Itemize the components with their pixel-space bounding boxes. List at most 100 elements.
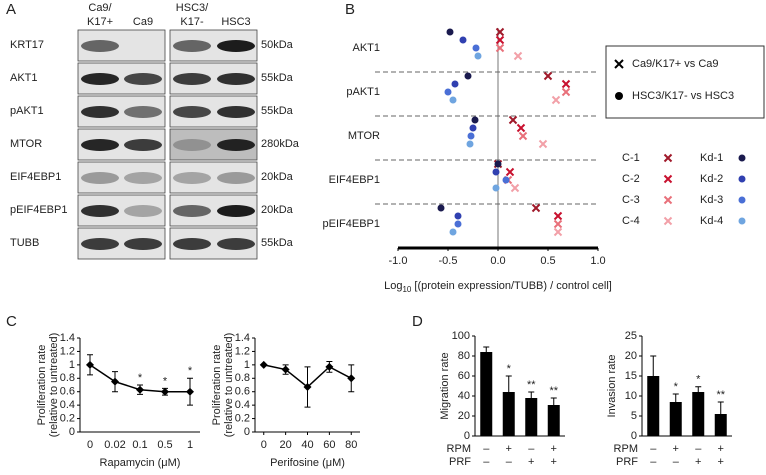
y-tick-label: 1.4	[235, 332, 250, 344]
panel-label: B	[345, 1, 355, 18]
treatment-mark: –	[483, 443, 490, 455]
treatment-label: PRF	[449, 456, 471, 468]
legend-circle	[615, 92, 623, 100]
marker-x	[516, 123, 526, 133]
marker-x	[505, 167, 515, 177]
band	[217, 139, 255, 151]
treatment-mark: –	[650, 456, 657, 468]
category-label: MTOR	[348, 130, 380, 142]
lane-header: Ca9/	[88, 2, 112, 14]
marker-dot	[492, 184, 500, 192]
y-tick-label: 1.2	[235, 345, 250, 357]
point	[186, 387, 194, 396]
band	[81, 238, 119, 250]
treatment-label: PRF	[616, 456, 638, 468]
band	[217, 73, 255, 85]
point	[303, 383, 312, 392]
y-tick-label: 80	[458, 350, 470, 362]
y-tick-label: 0	[69, 426, 75, 438]
y-tick-label: 5	[631, 410, 637, 422]
category-label: pAKT1	[346, 86, 380, 98]
protein-label: AKT1	[10, 72, 38, 84]
marker-dot	[449, 96, 457, 104]
y-tick-label: 10	[625, 390, 637, 402]
x-tick-label: 0.5	[540, 255, 555, 267]
x-tick-label: 60	[323, 439, 335, 451]
error-bar	[650, 355, 657, 376]
legend-label: Ca9/K17+ vs Ca9	[632, 58, 719, 70]
size-label: 280kDa	[261, 138, 300, 150]
marker-x	[531, 203, 541, 213]
marker-x	[663, 216, 673, 226]
marker-dot	[444, 88, 452, 96]
x-tick-label: 80	[345, 439, 357, 451]
treatment-mark: +	[506, 443, 512, 455]
x-tick-label: 0	[261, 439, 267, 451]
band	[81, 205, 119, 217]
point	[259, 360, 268, 369]
band	[124, 172, 162, 184]
legend-dot	[738, 175, 746, 183]
legend-label: C-2	[622, 173, 640, 185]
marker-dot	[449, 228, 457, 236]
x-tick-label: 0.0	[490, 255, 505, 267]
x-axis-label: Rapamycin (μM)	[100, 457, 181, 469]
band	[173, 205, 211, 217]
band	[124, 106, 162, 118]
band	[173, 106, 211, 118]
treatment-mark: –	[673, 456, 680, 468]
protein-label: KRT17	[10, 39, 44, 51]
treatment-mark: –	[483, 456, 490, 468]
marker-x	[508, 115, 518, 125]
band	[81, 172, 119, 184]
protein-label: pAKT1	[10, 105, 44, 117]
error-bar	[695, 386, 702, 392]
marker-x	[553, 211, 563, 221]
y-axis-label: Proliferation rate	[36, 345, 48, 426]
x-tick-label: 0.02	[104, 439, 125, 451]
marker-x	[551, 95, 561, 105]
y-tick-label: 0.6	[60, 386, 75, 398]
band	[217, 172, 255, 184]
significance: *	[696, 374, 701, 386]
y-tick-label: 25	[625, 330, 637, 342]
treatment-mark: +	[718, 456, 724, 468]
y-tick-label: 0.2	[235, 412, 250, 424]
legend-label: Kd-1	[700, 152, 723, 164]
point	[347, 374, 356, 383]
y-tick-label: 0.6	[235, 386, 250, 398]
x-axis-label: Perifosine (μM)	[270, 457, 345, 469]
treatment-mark: –	[506, 456, 513, 468]
treatment-mark: –	[528, 443, 535, 455]
band	[173, 139, 211, 151]
protein-label: TUBB	[10, 237, 39, 249]
y-tick-label: 20	[625, 350, 637, 362]
marker-dot	[494, 160, 502, 168]
bar	[714, 414, 727, 436]
y-axis-label: Proliferation rate	[211, 345, 223, 426]
legend-label: Kd-3	[700, 194, 723, 206]
y-tick-label: 1	[69, 359, 75, 371]
x-label-part: [(protein expression/TUBB) / control cel…	[414, 280, 611, 292]
y-tick-label: 1.2	[60, 345, 75, 357]
protein-label: MTOR	[10, 138, 42, 150]
treatment-mark: +	[673, 443, 679, 455]
band	[124, 73, 162, 85]
significance: *	[507, 363, 512, 375]
lane-header: HSC3/	[176, 2, 209, 14]
significance: *	[163, 375, 168, 387]
error-bar	[672, 393, 679, 402]
significance: *	[674, 381, 679, 393]
band	[173, 238, 211, 250]
significance: **	[549, 385, 558, 397]
legend-label: Kd-4	[700, 215, 723, 227]
marker-dot	[446, 28, 454, 36]
significance: *	[138, 372, 143, 384]
band	[217, 40, 255, 52]
marker-dot	[451, 80, 459, 88]
band	[124, 205, 162, 217]
point	[86, 360, 94, 369]
protein-label: pEIF4EBP1	[10, 204, 67, 216]
y-tick-label: 0.8	[60, 372, 75, 384]
